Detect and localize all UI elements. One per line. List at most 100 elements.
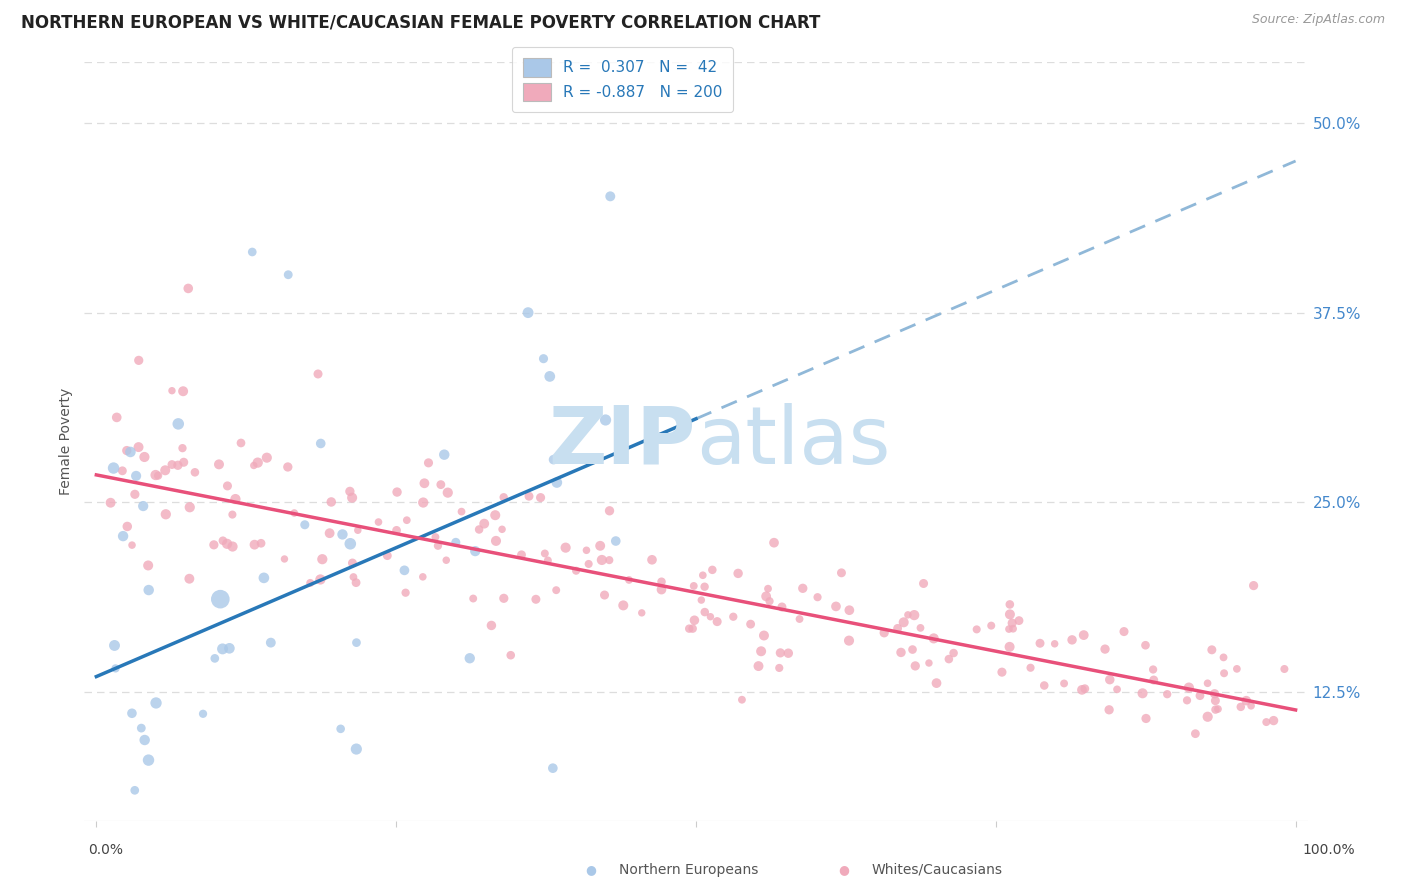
Point xyxy=(524,592,547,607)
Point xyxy=(565,564,588,578)
Point xyxy=(218,641,240,656)
Point xyxy=(768,661,790,675)
Point xyxy=(145,468,167,483)
Point xyxy=(394,585,416,599)
Point xyxy=(253,571,276,585)
Point xyxy=(134,733,156,747)
Point xyxy=(731,692,754,706)
Point xyxy=(904,659,927,673)
Point xyxy=(425,530,447,544)
Point xyxy=(1098,673,1121,687)
Point xyxy=(770,599,793,614)
Point xyxy=(991,665,1014,680)
Point xyxy=(1204,687,1226,701)
Point xyxy=(554,541,576,555)
Point xyxy=(385,485,408,500)
Point xyxy=(1234,693,1257,707)
Point xyxy=(179,572,201,586)
Point xyxy=(1098,703,1121,717)
Point xyxy=(1074,681,1097,696)
Point xyxy=(209,592,232,607)
Point xyxy=(912,576,935,591)
Point xyxy=(749,644,772,658)
Point xyxy=(481,618,503,632)
Point xyxy=(155,508,177,522)
Point xyxy=(605,534,627,549)
Point xyxy=(204,651,226,665)
Point xyxy=(1274,662,1296,676)
Point xyxy=(202,538,225,552)
Point xyxy=(256,450,278,465)
Point xyxy=(217,537,239,551)
Point xyxy=(998,640,1021,654)
Point xyxy=(492,591,515,606)
Point xyxy=(309,436,332,450)
Point xyxy=(105,410,128,425)
Point xyxy=(529,491,551,505)
Point xyxy=(155,463,177,477)
Point xyxy=(167,417,190,431)
Point xyxy=(678,622,700,636)
Point xyxy=(1175,693,1198,707)
Point xyxy=(873,625,896,640)
Point xyxy=(910,621,932,635)
Point xyxy=(212,533,235,548)
Point xyxy=(1112,624,1135,639)
Point xyxy=(510,548,533,562)
Point xyxy=(1001,616,1024,631)
Point xyxy=(340,491,363,505)
Point xyxy=(112,529,135,543)
Point xyxy=(756,582,779,596)
Point xyxy=(1073,628,1095,642)
Point xyxy=(1240,698,1263,713)
Point xyxy=(1178,681,1201,695)
Point xyxy=(578,557,600,571)
Point xyxy=(472,516,495,531)
Point xyxy=(311,552,333,566)
Point xyxy=(132,499,155,513)
Point xyxy=(1135,638,1157,652)
Point xyxy=(344,575,367,590)
Point xyxy=(121,706,143,721)
Point xyxy=(727,566,749,581)
Point xyxy=(309,573,332,587)
Point xyxy=(1188,689,1211,703)
Point xyxy=(599,504,621,518)
Point xyxy=(533,351,555,366)
Point xyxy=(706,615,728,629)
Point xyxy=(830,566,852,580)
Point xyxy=(838,603,860,617)
Point xyxy=(918,656,941,670)
Point xyxy=(897,607,920,622)
Point xyxy=(463,591,485,606)
Point xyxy=(173,455,195,469)
Point xyxy=(755,590,778,604)
Point xyxy=(1197,710,1219,724)
Text: Northern Europeans: Northern Europeans xyxy=(619,863,758,877)
Point xyxy=(394,563,416,577)
Point xyxy=(115,443,138,458)
Point xyxy=(243,458,266,473)
Point xyxy=(1184,727,1206,741)
Point xyxy=(1229,699,1251,714)
Point xyxy=(942,646,965,660)
Point xyxy=(650,582,672,597)
Point xyxy=(1204,703,1226,717)
Point xyxy=(546,583,568,598)
Point xyxy=(124,783,146,797)
Point xyxy=(546,475,568,490)
Point xyxy=(160,384,183,398)
Legend: R =  0.307   N =  42, R = -0.887   N = 200: R = 0.307 N = 42, R = -0.887 N = 200 xyxy=(512,47,733,112)
Text: ●: ● xyxy=(838,863,849,876)
Point xyxy=(1201,642,1223,657)
Point xyxy=(1033,678,1056,692)
Point xyxy=(329,722,352,736)
Point xyxy=(433,448,456,462)
Point xyxy=(136,558,159,573)
Point xyxy=(740,617,762,632)
Point xyxy=(683,613,706,627)
Point xyxy=(103,461,125,475)
Point xyxy=(426,539,449,553)
Point xyxy=(413,476,436,491)
Point xyxy=(160,458,183,472)
